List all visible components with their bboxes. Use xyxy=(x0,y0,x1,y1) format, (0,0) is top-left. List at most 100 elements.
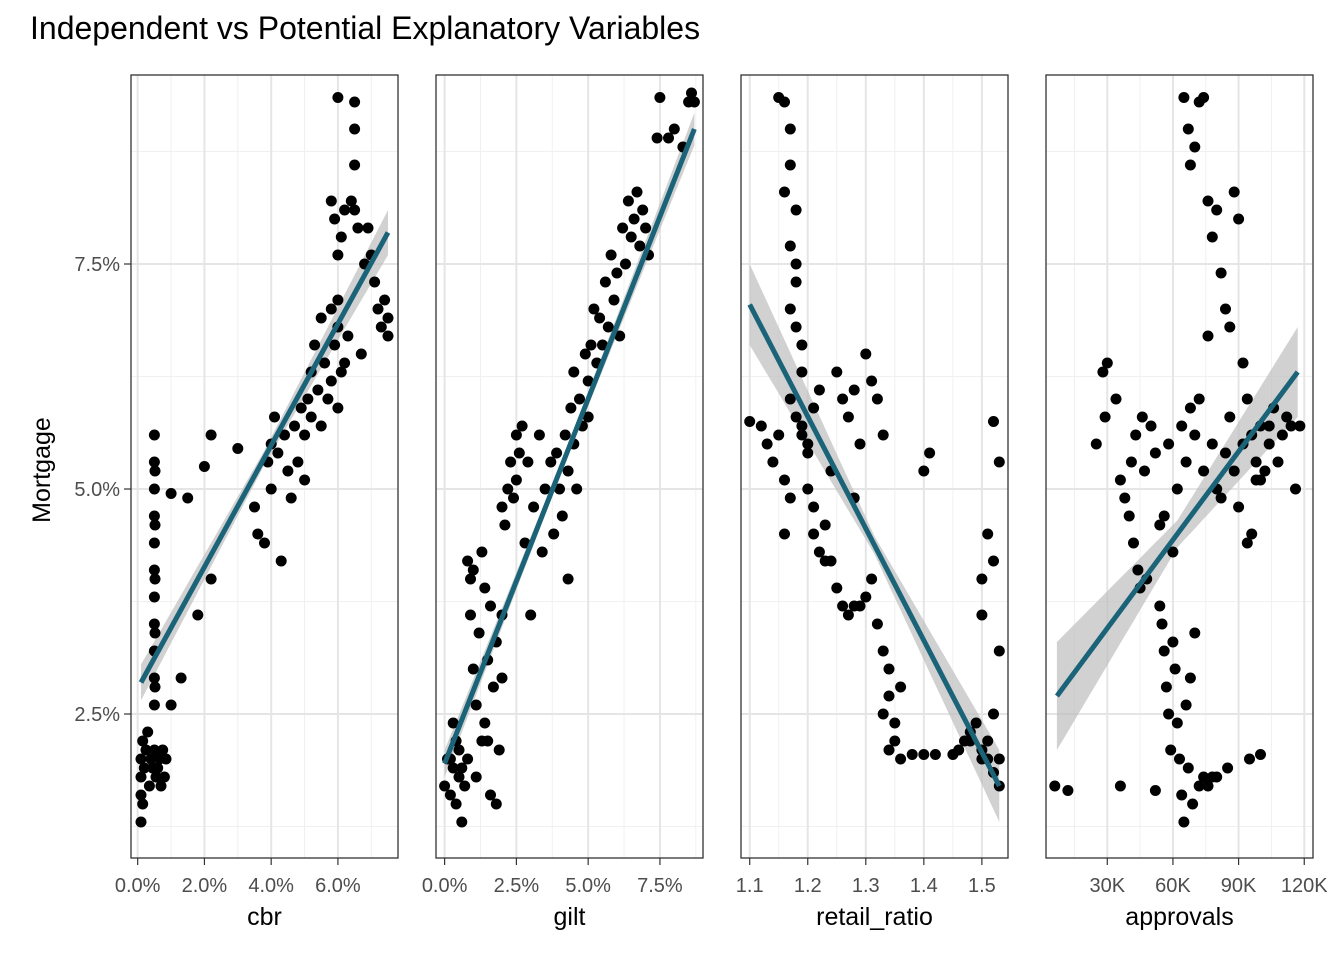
data-point xyxy=(1184,402,1196,414)
data-point xyxy=(372,303,384,315)
data-point xyxy=(362,222,374,234)
data-point xyxy=(335,366,347,378)
data-point xyxy=(582,411,594,423)
data-point xyxy=(1198,771,1210,783)
confidence-band xyxy=(1056,327,1298,750)
data-point xyxy=(467,663,479,675)
data-point xyxy=(556,510,568,522)
data-point xyxy=(299,474,311,486)
data-point xyxy=(1290,483,1301,495)
data-point xyxy=(205,429,217,441)
data-point xyxy=(796,366,808,378)
data-point xyxy=(282,465,294,477)
data-point xyxy=(292,456,304,468)
data-point xyxy=(138,762,150,774)
data-point xyxy=(1272,456,1284,468)
data-point xyxy=(1182,762,1194,774)
data-point xyxy=(456,816,468,828)
data-point xyxy=(929,749,941,760)
x-tick-label: 2.5% xyxy=(494,875,540,897)
data-point xyxy=(1189,429,1201,441)
data-point xyxy=(352,222,364,234)
data-point xyxy=(502,483,514,495)
data-point xyxy=(285,492,297,504)
data-point xyxy=(148,591,160,603)
data-point xyxy=(808,501,820,513)
data-point xyxy=(192,609,204,621)
data-point xyxy=(784,303,796,315)
data-point xyxy=(953,744,965,756)
data-point xyxy=(479,582,491,594)
data-point xyxy=(1160,681,1172,693)
data-point xyxy=(152,762,164,774)
data-point xyxy=(149,465,161,477)
data-point xyxy=(522,456,534,468)
data-point xyxy=(813,384,825,396)
data-point xyxy=(150,771,162,783)
data-point xyxy=(562,573,574,585)
data-point xyxy=(355,348,367,360)
panel-border xyxy=(435,74,704,859)
data-point xyxy=(305,411,317,423)
data-point xyxy=(1202,195,1214,207)
data-point xyxy=(559,429,571,441)
data-point xyxy=(275,555,287,567)
data-point xyxy=(148,537,160,549)
data-point xyxy=(382,312,394,324)
data-point xyxy=(1215,267,1227,279)
data-point xyxy=(1154,600,1166,612)
data-point xyxy=(663,132,674,144)
data-point xyxy=(165,699,177,711)
data-point xyxy=(802,483,814,495)
data-point xyxy=(614,330,626,342)
data-point xyxy=(157,744,169,756)
data-point xyxy=(1178,816,1190,828)
x-tick-label: 90K xyxy=(1221,875,1257,897)
data-point xyxy=(784,240,796,252)
data-point xyxy=(149,681,161,693)
data-point xyxy=(1184,672,1196,684)
data-point xyxy=(562,465,574,477)
data-point xyxy=(325,303,337,315)
data-point xyxy=(784,492,796,504)
data-point xyxy=(516,420,528,432)
data-point xyxy=(1244,753,1255,765)
data-point xyxy=(622,195,634,207)
x-tick-label: 120K xyxy=(1281,875,1328,897)
data-point xyxy=(1241,537,1253,549)
data-point xyxy=(1211,204,1223,216)
data-point xyxy=(842,609,854,621)
data-point xyxy=(439,780,451,792)
data-point xyxy=(1167,636,1179,648)
data-point xyxy=(142,726,154,738)
data-point xyxy=(473,627,485,639)
data-point xyxy=(476,546,488,558)
data-point xyxy=(1128,537,1139,549)
data-point xyxy=(508,492,519,504)
data-point xyxy=(634,240,646,252)
data-point xyxy=(375,321,387,333)
data-point xyxy=(312,384,324,396)
data-point xyxy=(790,204,802,216)
data-point xyxy=(568,366,580,378)
data-point xyxy=(1119,492,1131,504)
data-point xyxy=(325,195,337,207)
data-point xyxy=(279,429,290,441)
data-point xyxy=(1250,456,1262,468)
panel-border xyxy=(740,74,1009,859)
data-point xyxy=(631,186,643,198)
data-point xyxy=(149,627,161,639)
data-point xyxy=(252,528,264,540)
data-point xyxy=(342,330,354,342)
data-point xyxy=(1176,789,1188,801)
data-point xyxy=(135,816,147,828)
data-point xyxy=(335,231,347,243)
data-point xyxy=(889,735,901,747)
data-point xyxy=(860,348,872,360)
data-point xyxy=(148,672,160,684)
data-point xyxy=(755,420,767,432)
data-point xyxy=(496,672,508,684)
data-point xyxy=(1090,438,1102,450)
data-point xyxy=(1233,501,1245,513)
data-point xyxy=(779,528,790,540)
